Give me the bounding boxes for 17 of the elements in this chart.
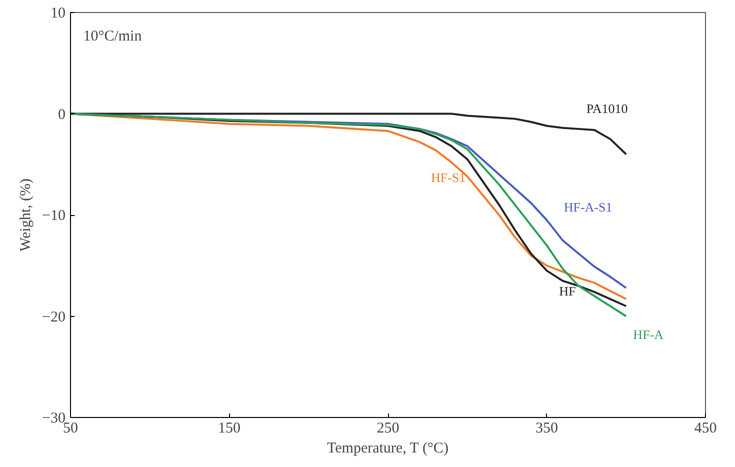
x-tick-label: 150 (218, 420, 240, 436)
x-axis-title: Temperature, T (°C) (327, 440, 448, 456)
x-tick-label: 250 (376, 420, 400, 436)
x-tick-label: 450 (694, 420, 717, 436)
x-tick-label: 350 (536, 420, 558, 436)
series-label: PA1010 (586, 101, 628, 116)
series-label: HF (559, 283, 576, 298)
y-axis-title: Weight, (%) (18, 178, 34, 252)
series-label: HF-S1 (430, 170, 466, 186)
annotation: 10°C/min (83, 28, 142, 45)
y-tick-label: 0 (58, 106, 66, 123)
x-tick-label: 50 (63, 420, 78, 436)
series-label: HF-A (633, 326, 664, 342)
y-tick-label: −20 (42, 309, 66, 326)
series-label: HF-A-S1 (564, 199, 612, 214)
y-tick-label: 10 (50, 6, 66, 22)
y-tick-label: −10 (42, 208, 66, 224)
